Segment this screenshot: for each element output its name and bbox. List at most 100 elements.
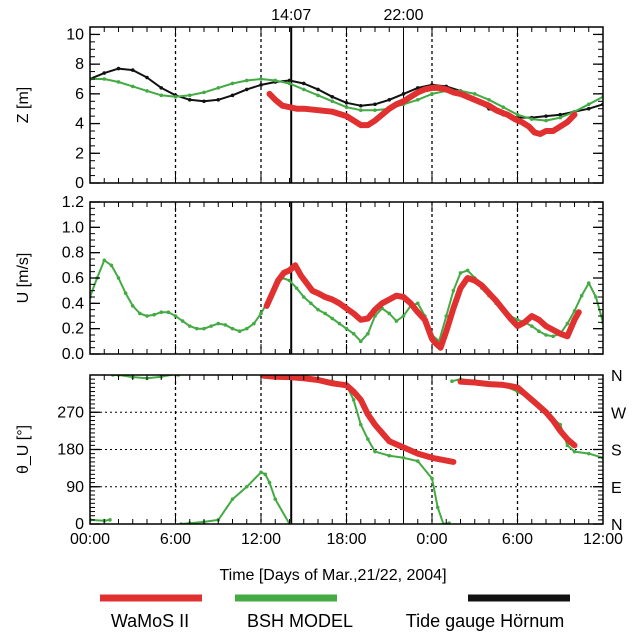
y-tick-label: 0.8 [62, 245, 84, 262]
data-point [450, 379, 454, 384]
x-tick-label: 12:00 [241, 531, 281, 548]
data-point [244, 326, 249, 331]
data-point [259, 311, 263, 316]
data-point [430, 92, 434, 96]
y-tick-label: 90 [66, 479, 84, 496]
data-point [565, 443, 570, 448]
panel-u: 0.0 0.2 0.4 0.6 0.8 1.0 1.2 U [m/s] [15, 194, 604, 363]
data-point [366, 437, 370, 441]
data-point [544, 118, 548, 123]
data-point [180, 319, 185, 323]
data-point [323, 311, 327, 316]
y-tick-label: 0.4 [62, 295, 84, 312]
data-point [116, 276, 121, 280]
data-point [230, 93, 235, 98]
data-point [586, 281, 591, 285]
data-point [351, 398, 356, 402]
data-point [152, 312, 156, 317]
data-point [451, 288, 456, 293]
data-point [472, 92, 477, 96]
data-point [565, 321, 570, 326]
data-point [116, 80, 121, 84]
data-point [216, 98, 221, 102]
data-point [273, 497, 278, 501]
data-point [216, 321, 221, 326]
data-point [195, 326, 199, 331]
series-line [450, 378, 603, 459]
series-wamos [263, 262, 582, 351]
legend-label: BSH MODEL [247, 611, 353, 631]
top-annotation: 22:00 [383, 7, 423, 24]
series-line [263, 262, 582, 351]
data-point [166, 310, 171, 315]
data-point [301, 87, 306, 92]
data-point [415, 98, 420, 102]
y-tick-label: 0 [75, 516, 84, 533]
y-tick-label: 1.0 [62, 219, 84, 236]
data-point [458, 271, 463, 275]
data-point [558, 112, 563, 117]
data-point [287, 278, 292, 283]
panel-dir: 0 90 180 270 θ_U [°] N W S E N 00:00 6:00 12:00 18:00… [15, 368, 627, 548]
data-point [529, 117, 534, 121]
y-tick-label: 8 [75, 56, 84, 73]
x-tick-label: 18:00 [326, 531, 366, 548]
y-tick-label: 0 [75, 175, 84, 192]
data-point [244, 78, 249, 83]
data-point [351, 331, 356, 336]
data-point [223, 323, 228, 327]
data-point [102, 258, 107, 263]
data-point [387, 98, 392, 102]
data-point [230, 326, 235, 331]
series-wamos [260, 375, 578, 465]
legend-label: Tide gauge Hörnum [406, 611, 564, 631]
data-point [244, 87, 249, 92]
data-point [309, 301, 313, 306]
compass-label: E [611, 480, 622, 497]
data-point [594, 295, 598, 299]
data-point [551, 334, 555, 339]
y-tick-label: 0.6 [62, 270, 84, 287]
data-point [415, 301, 420, 306]
data-point [202, 90, 206, 95]
data-point [316, 93, 320, 98]
y-tick-label: 4 [75, 116, 84, 133]
top-annotation: 14:07 [271, 7, 311, 24]
data-point [579, 293, 584, 298]
x-tick-label: 6:00 [502, 531, 533, 548]
data-point [116, 66, 121, 71]
data-point [330, 99, 335, 104]
data-point [344, 100, 349, 105]
data-point [130, 304, 135, 308]
series-wamos [266, 84, 578, 137]
data-point [187, 324, 192, 328]
data-point [358, 103, 363, 108]
data-point [344, 326, 349, 331]
data-point [558, 115, 563, 120]
data-point [202, 326, 206, 331]
x-tick-label: 6:00 [160, 531, 191, 548]
data-point [173, 314, 178, 318]
data-point [515, 318, 520, 322]
data-point [108, 518, 112, 522]
data-point [330, 316, 335, 321]
data-point [123, 291, 128, 296]
data-point [109, 263, 114, 268]
data-point [159, 86, 164, 90]
x-tick-label: 12:00 [583, 531, 623, 548]
data-point [102, 71, 107, 75]
data-point [366, 331, 370, 336]
data-point [537, 329, 541, 334]
y-tick-label: 0.0 [62, 346, 84, 363]
y-tick-label: 1.2 [62, 194, 84, 211]
data-point [267, 480, 272, 485]
data-point [237, 329, 242, 334]
x-axis-label: Time [Days of Mar.,21/22, 2004] [219, 567, 446, 584]
data-point [145, 89, 149, 93]
data-point [487, 98, 491, 102]
data-point [358, 339, 363, 344]
data-point [209, 324, 213, 328]
data-point [259, 77, 263, 81]
data-point [316, 87, 320, 92]
